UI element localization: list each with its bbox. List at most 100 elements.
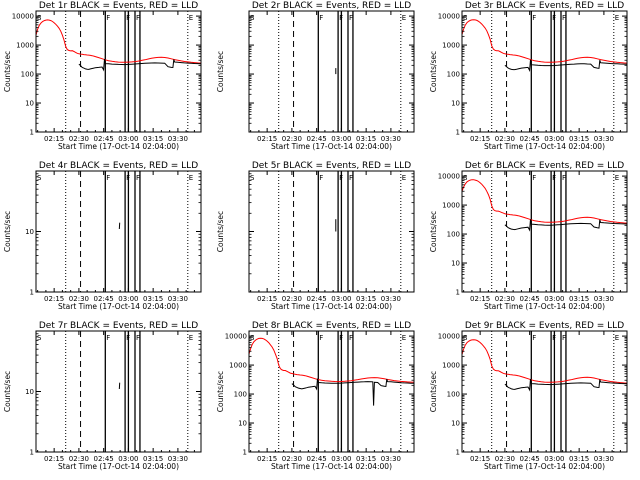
- x-tick-label: 03:15: [569, 295, 589, 303]
- x-tick-label: 03:30: [168, 455, 188, 463]
- y-tick-label: 10: [451, 100, 460, 108]
- plot-frame: [461, 330, 628, 453]
- marker-letter: F: [339, 14, 343, 22]
- x-tick-label: 02:30: [282, 295, 302, 303]
- x-tick-label: 03:00: [331, 455, 351, 463]
- y-axis-label: Counts/sec: [216, 371, 225, 412]
- marker-letter: S: [463, 174, 468, 182]
- panel-title: Det 1r BLACK = Events, RED = LLD: [39, 1, 198, 11]
- y-tick-label: 10: [451, 420, 460, 428]
- y-axis-label: Counts/sec: [3, 211, 12, 252]
- x-axis-label: Start Time (17-Oct-14 02:04:00): [271, 302, 392, 311]
- marker-letter: F: [552, 14, 556, 22]
- x-tick-label: 03:30: [168, 135, 188, 143]
- marker-letter: E: [189, 174, 193, 182]
- y-tick-label: 100: [234, 391, 247, 399]
- marker-letter: F: [552, 174, 556, 182]
- plot-frame: [248, 330, 415, 453]
- y-tick-label: 1: [456, 289, 460, 297]
- y-tick-label: 100: [447, 391, 460, 399]
- marker-letter: S: [463, 334, 468, 342]
- y-tick-label: 1000: [442, 202, 460, 210]
- x-tick-label: 02:15: [44, 295, 64, 303]
- x-tick-label: 03:00: [331, 295, 351, 303]
- x-tick-label: 03:00: [544, 455, 564, 463]
- x-tick-label: 02:45: [520, 135, 540, 143]
- marker-letter: F: [562, 334, 566, 342]
- marker-letter: S: [37, 14, 42, 22]
- panel-title: Det 5r BLACK = Events, RED = LLD: [252, 161, 411, 171]
- series-lld-line: [462, 19, 627, 64]
- plot-frame: [248, 170, 415, 293]
- plot-area: [278, 11, 402, 132]
- x-tick-label: 02:45: [94, 295, 114, 303]
- y-axis-label: Counts/sec: [3, 371, 12, 412]
- x-tick-label: 03:15: [356, 135, 376, 143]
- x-tick-label: 03:00: [118, 295, 138, 303]
- series-lld-line: [462, 339, 627, 384]
- y-axis-label: Counts/sec: [429, 51, 438, 92]
- y-axis-label: Counts/sec: [429, 371, 438, 412]
- series-events-line: [504, 378, 627, 392]
- marker-letter: E: [402, 334, 406, 342]
- plot-area: [249, 331, 414, 452]
- y-tick-label: 10: [238, 420, 247, 428]
- x-axis-label: Start Time (17-Oct-14 02:04:00): [271, 142, 392, 151]
- plot-area: [462, 11, 627, 132]
- panel-title: Det 3r BLACK = Events, RED = LLD: [465, 1, 624, 11]
- x-tick-label: 03:00: [331, 135, 351, 143]
- y-tick-label: 10000: [225, 333, 247, 341]
- marker-letter: F: [349, 174, 353, 182]
- panel-title: Det 4r BLACK = Events, RED = LLD: [39, 161, 198, 171]
- y-tick-label: 100: [21, 71, 34, 79]
- y-axis-label: Counts/sec: [216, 211, 225, 252]
- y-tick-label: 10000: [438, 333, 460, 341]
- x-tick-label: 02:15: [470, 295, 490, 303]
- x-tick-label: 03:15: [143, 135, 163, 143]
- x-tick-label: 03:30: [381, 135, 401, 143]
- x-tick-label: 02:30: [69, 135, 89, 143]
- panel-title: Det 8r BLACK = Events, RED = LLD: [252, 321, 411, 331]
- x-tick-label: 03:00: [544, 295, 564, 303]
- panel-title: Det 7r BLACK = Events, RED = LLD: [39, 321, 198, 331]
- x-tick-label: 02:15: [470, 135, 490, 143]
- marker-letter: F: [349, 334, 353, 342]
- y-tick-label: 1: [456, 129, 460, 137]
- y-tick-label: 10: [25, 388, 34, 396]
- y-tick-label: 1000: [16, 42, 34, 50]
- y-tick-label: 100: [447, 231, 460, 239]
- marker-letter: F: [106, 14, 110, 22]
- plot-frame: [35, 170, 202, 293]
- x-axis-label: Start Time (17-Oct-14 02:04:00): [58, 462, 179, 471]
- y-tick-label: 1000: [229, 362, 247, 370]
- x-tick-label: 02:15: [257, 455, 277, 463]
- x-tick-label: 03:30: [381, 295, 401, 303]
- x-axis-label: Start Time (17-Oct-14 02:04:00): [484, 302, 605, 311]
- plot-area: [36, 11, 201, 132]
- y-tick-label: 10: [451, 260, 460, 268]
- x-axis-label: Start Time (17-Oct-14 02:04:00): [484, 142, 605, 151]
- x-tick-label: 03:30: [594, 455, 614, 463]
- plot-area: [278, 171, 402, 292]
- x-tick-label: 02:45: [94, 455, 114, 463]
- y-axis-label: Counts/sec: [429, 211, 438, 252]
- plot-area: [462, 171, 627, 292]
- marker-letter: S: [37, 334, 42, 342]
- series-events-line: [78, 58, 201, 72]
- x-tick-label: 03:30: [594, 295, 614, 303]
- panel-title: Det 6r BLACK = Events, RED = LLD: [465, 161, 624, 171]
- y-tick-label: 10000: [438, 13, 460, 21]
- y-axis-label: Counts/sec: [3, 51, 12, 92]
- plot-frame: [461, 10, 628, 133]
- marker-letter: F: [126, 14, 130, 22]
- x-axis-label: Start Time (17-Oct-14 02:04:00): [58, 302, 179, 311]
- y-tick-label: 1000: [442, 362, 460, 370]
- series-lld-line: [36, 19, 201, 64]
- plot-area: [462, 331, 627, 452]
- marker-letter: F: [552, 334, 556, 342]
- marker-letter: F: [532, 334, 536, 342]
- x-tick-label: 02:45: [307, 295, 327, 303]
